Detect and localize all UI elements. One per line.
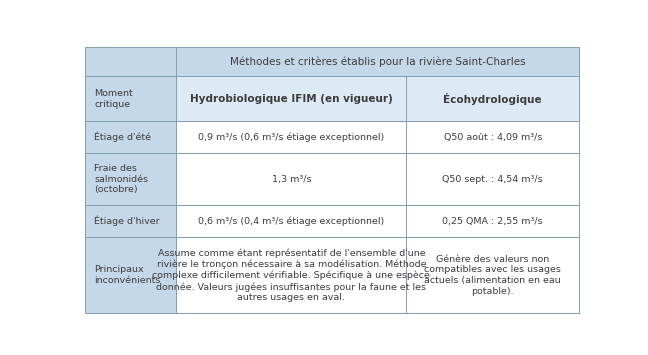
Text: 0,9 m³/s (0,6 m³/s étiage exceptionnel): 0,9 m³/s (0,6 m³/s étiage exceptionnel) [198, 132, 384, 142]
Bar [406, 237, 579, 313]
Bar [176, 153, 406, 205]
Bar [85, 76, 176, 121]
Text: Étiage d'été: Étiage d'été [94, 132, 151, 142]
Text: 0,25 QMA : 2,55 m³/s: 0,25 QMA : 2,55 m³/s [443, 217, 543, 226]
Bar [176, 121, 406, 153]
Bar [176, 76, 406, 121]
Text: Q50 août : 4,09 m³/s: Q50 août : 4,09 m³/s [443, 133, 542, 142]
Bar [176, 237, 406, 313]
Bar [85, 121, 176, 153]
Bar [406, 153, 579, 205]
Bar [176, 205, 406, 237]
Bar [85, 237, 176, 313]
Bar [406, 121, 579, 153]
Text: Moment
critique: Moment critique [94, 89, 133, 109]
Bar [85, 47, 176, 76]
Bar [85, 205, 176, 237]
Text: Écohydrologique: Écohydrologique [443, 93, 542, 105]
Text: Principaux
inconvénients: Principaux inconvénients [94, 266, 161, 285]
Bar [176, 47, 579, 76]
Text: Fraie des
salmonidés
(octobre): Fraie des salmonidés (octobre) [94, 164, 148, 195]
Text: Génère des valeurs non
compatibles avec les usages
actuels (alimentation en eau
: Génère des valeurs non compatibles avec … [424, 255, 561, 296]
Bar [406, 205, 579, 237]
Text: Q50 sept. : 4,54 m³/s: Q50 sept. : 4,54 m³/s [443, 175, 543, 184]
Text: Assume comme étant représentatif de l'ensemble d'une
rivière le tronçon nécessai: Assume comme étant représentatif de l'en… [152, 248, 430, 302]
Bar [406, 76, 579, 121]
Text: Hydrobiologique IFIM (en vigueur): Hydrobiologique IFIM (en vigueur) [190, 94, 393, 104]
Text: Étiage d'hiver: Étiage d'hiver [94, 216, 159, 226]
Text: 0,6 m³/s (0,4 m³/s étiage exceptionnel): 0,6 m³/s (0,4 m³/s étiage exceptionnel) [198, 217, 384, 226]
Text: 1,3 m³/s: 1,3 m³/s [272, 175, 311, 184]
Bar [85, 153, 176, 205]
Text: Méthodes et critères établis pour la rivière Saint-Charles: Méthodes et critères établis pour la riv… [230, 56, 526, 67]
